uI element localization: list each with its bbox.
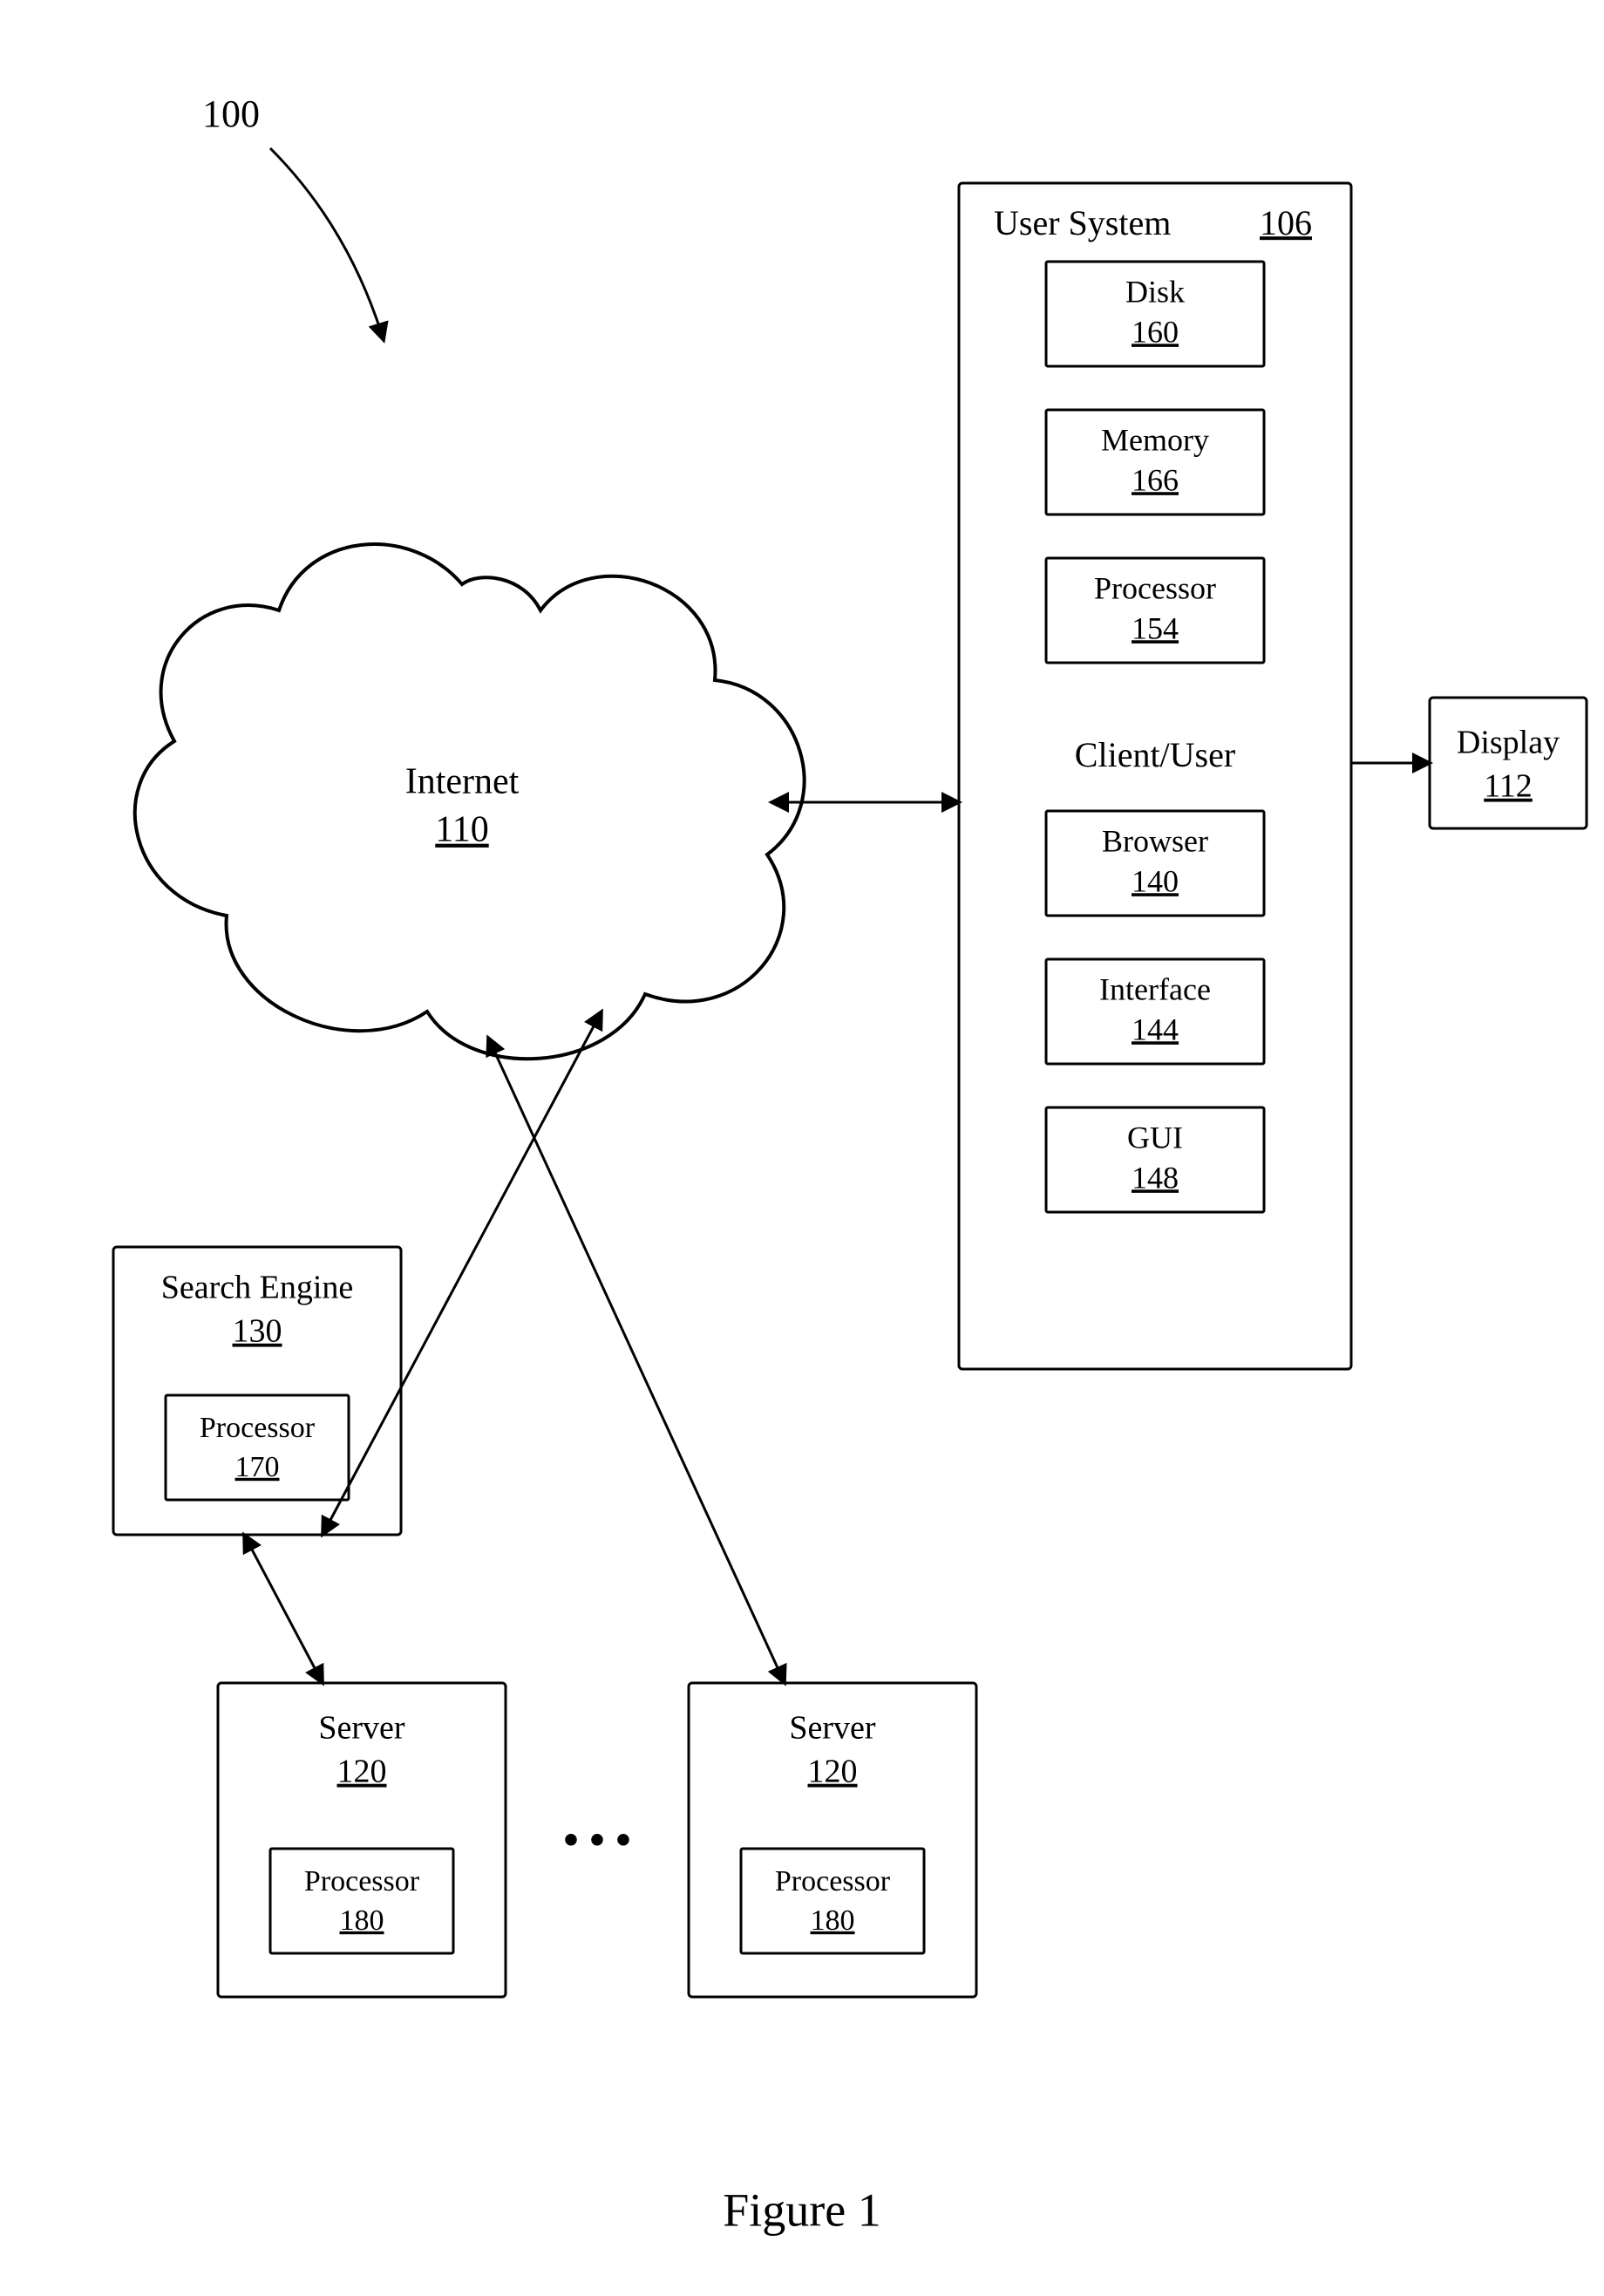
search-engine-label: Search Engine <box>161 1270 354 1306</box>
server-ellipsis: • • • <box>563 1815 631 1863</box>
display-number: 112 <box>1484 768 1533 805</box>
component-number: 140 <box>1132 863 1179 898</box>
user-system-component: GUI 148 <box>1046 1107 1264 1212</box>
component-label: Memory <box>1101 422 1209 457</box>
connector <box>488 1038 785 1683</box>
display-box: Display 112 <box>1430 698 1587 828</box>
se-processor-number: 170 <box>235 1451 280 1483</box>
user-system-component: Browser 140 <box>1046 811 1264 916</box>
user-system-component: Interface 144 <box>1046 959 1264 1064</box>
search-engine-box: Search Engine 130 Processor 170 <box>113 1247 401 1535</box>
client-user-label: Client/User <box>1075 735 1235 774</box>
server-number: 120 <box>808 1754 858 1790</box>
server-processor-number: 180 <box>340 1904 384 1937</box>
internet-number: 110 <box>435 810 488 850</box>
component-label: Interface <box>1099 971 1211 1006</box>
server-label: Server <box>318 1710 405 1747</box>
component-number: 166 <box>1132 462 1179 497</box>
component-label: Disk <box>1125 274 1185 309</box>
se-processor-label: Processor <box>200 1412 316 1444</box>
component-number: 154 <box>1132 610 1179 645</box>
component-label: Browser <box>1102 823 1208 858</box>
component-number: 160 <box>1132 314 1179 349</box>
figure-ref-number: 100 <box>202 92 260 135</box>
search-engine-number: 130 <box>233 1313 282 1350</box>
user-system-component: Disk 160 <box>1046 262 1264 366</box>
user-system-component: Memory 166 <box>1046 410 1264 514</box>
server-processor-number: 180 <box>811 1904 855 1937</box>
server-box: Server 120 Processor 180 <box>218 1683 506 1997</box>
internet-cloud: Internet 110 <box>135 544 805 1059</box>
figure-caption: Figure 1 <box>723 2184 881 2236</box>
server-box: Server 120 Processor 180 <box>689 1683 976 1997</box>
server-processor-label: Processor <box>304 1865 420 1897</box>
component-number: 144 <box>1132 1012 1179 1046</box>
component-label: GUI <box>1127 1120 1183 1155</box>
display-label: Display <box>1457 725 1560 761</box>
user-system-title: User System <box>994 203 1171 242</box>
connector <box>244 1535 323 1683</box>
server-number: 120 <box>337 1754 387 1790</box>
server-label: Server <box>789 1710 876 1747</box>
ref-arrow <box>270 148 384 340</box>
user-system-number: 106 <box>1260 203 1312 242</box>
component-number: 148 <box>1132 1160 1179 1195</box>
server-processor-label: Processor <box>775 1865 891 1897</box>
component-label: Processor <box>1094 570 1216 605</box>
internet-label: Internet <box>405 762 520 802</box>
user-system-component: Processor 154 <box>1046 558 1264 663</box>
